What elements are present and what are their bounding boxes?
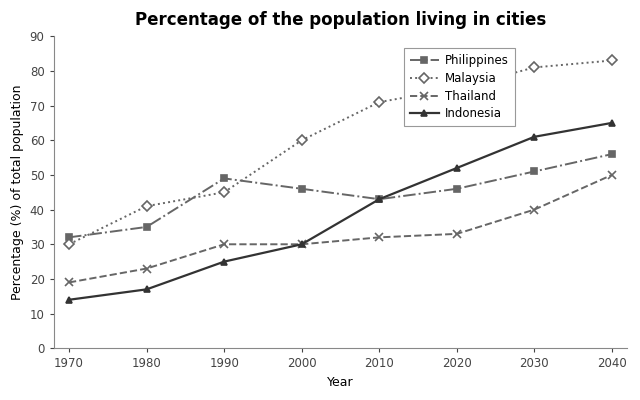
Line: Indonesia: Indonesia — [66, 120, 616, 303]
Philippines — [453, 186, 461, 191]
Philippines — [608, 152, 616, 156]
Philippines — [376, 197, 383, 202]
Philippines — [531, 169, 538, 174]
Malaysia — [608, 58, 616, 63]
Thailand — [453, 232, 461, 236]
Line: Malaysia: Malaysia — [66, 57, 616, 248]
Indonesia — [453, 166, 461, 170]
Indonesia — [143, 287, 150, 292]
Indonesia — [298, 242, 305, 247]
Malaysia — [531, 65, 538, 70]
Indonesia — [531, 134, 538, 139]
Thailand — [220, 242, 228, 247]
Legend: Philippines, Malaysia, Thailand, Indonesia: Philippines, Malaysia, Thailand, Indones… — [404, 48, 515, 126]
Malaysia — [453, 86, 461, 91]
Malaysia — [298, 138, 305, 143]
Thailand — [608, 172, 616, 177]
Y-axis label: Percentage (%) of total population: Percentage (%) of total population — [11, 84, 24, 300]
Thailand — [143, 266, 150, 271]
Thailand — [65, 280, 73, 285]
Thailand — [531, 207, 538, 212]
Philippines — [298, 186, 305, 191]
Malaysia — [376, 100, 383, 104]
Philippines — [220, 176, 228, 181]
Indonesia — [608, 120, 616, 125]
Malaysia — [143, 204, 150, 208]
Thailand — [298, 242, 305, 247]
Philippines — [65, 235, 73, 240]
Indonesia — [376, 197, 383, 202]
Malaysia — [220, 190, 228, 195]
Line: Thailand: Thailand — [65, 171, 616, 286]
Thailand — [376, 235, 383, 240]
Philippines — [143, 224, 150, 229]
Indonesia — [220, 259, 228, 264]
Indonesia — [65, 297, 73, 302]
Line: Philippines: Philippines — [66, 151, 616, 241]
Malaysia — [65, 242, 73, 247]
Title: Percentage of the population living in cities: Percentage of the population living in c… — [135, 11, 546, 29]
X-axis label: Year: Year — [327, 376, 354, 389]
